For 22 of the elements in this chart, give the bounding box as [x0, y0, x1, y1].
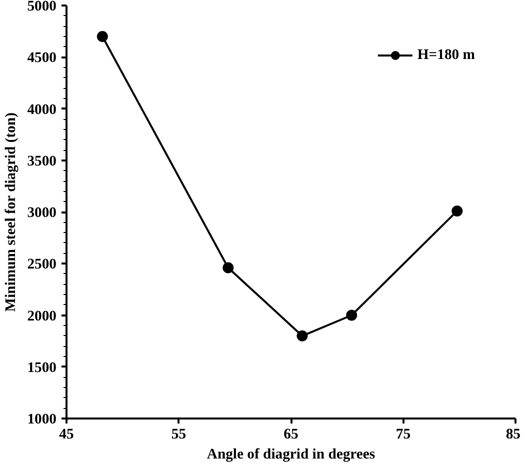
point	[296, 330, 308, 342]
y-tick-label: 5000	[27, 0, 56, 14]
point	[222, 262, 234, 274]
y-tick-label: 1500	[27, 360, 56, 376]
y-tick-label: 3000	[27, 205, 56, 221]
x-tick-label: 85	[506, 426, 520, 442]
y-tick-label: 2500	[27, 256, 56, 273]
point	[452, 205, 463, 216]
legend-label: H=180 m	[417, 46, 475, 64]
x-tick-label: 75	[396, 426, 411, 442]
y-tick-label: 2000	[27, 308, 56, 324]
x-axis-title: Angle of diagrid in degrees	[206, 446, 376, 462]
y-tick-label: 4000	[27, 102, 56, 118]
x-tick-label: 45	[59, 426, 74, 442]
y-tick-label: 4500	[27, 50, 56, 66]
point	[96, 30, 108, 42]
x-tick-label: 55	[171, 426, 186, 442]
y-axis-title: Minimum steel for diagrid (ton)	[3, 112, 20, 312]
y-tick-label: 3500	[27, 153, 56, 170]
y-tick-label: 1000	[27, 412, 56, 428]
point	[346, 310, 358, 321]
x-tick-label: 65	[284, 426, 298, 442]
